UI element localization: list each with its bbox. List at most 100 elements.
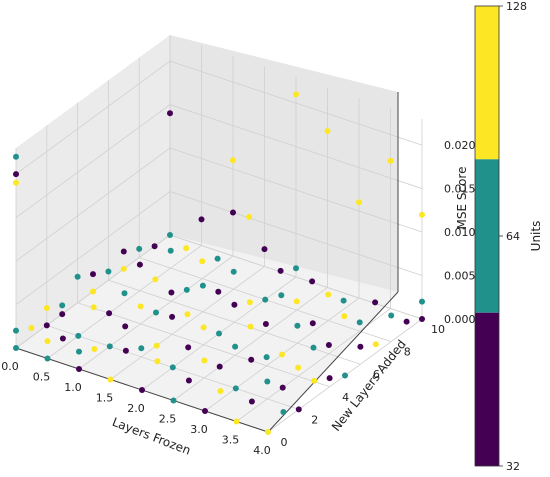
grid-line-x	[173, 287, 328, 401]
data-point	[233, 418, 240, 425]
grid-line-z	[169, 191, 423, 276]
data-point	[279, 384, 286, 391]
z-tick-label: 0.020	[444, 139, 476, 152]
colorbar-segment	[475, 312, 499, 466]
y-tick-label: 10	[431, 323, 445, 336]
colorbar-label: Units	[529, 221, 543, 252]
data-point	[387, 157, 394, 164]
data-point	[357, 343, 364, 350]
data-point	[120, 248, 127, 255]
data-point	[372, 299, 379, 306]
data-point	[75, 332, 82, 339]
grid-line-z	[15, 147, 171, 262]
data-point	[200, 324, 207, 331]
grid-line-z	[15, 60, 171, 175]
grid-line-y	[77, 302, 330, 388]
data-point	[262, 321, 269, 327]
data-points	[13, 91, 425, 435]
z-axis-label: MSE Score	[455, 167, 469, 230]
data-point	[107, 376, 114, 383]
data-point	[167, 247, 174, 254]
colorbar-segment	[475, 6, 499, 160]
grid-line-z	[15, 104, 171, 218]
data-point	[169, 313, 176, 320]
data-point	[44, 338, 51, 345]
data-point	[74, 273, 81, 280]
data-point	[232, 385, 239, 392]
data-point	[277, 267, 284, 274]
data-point	[121, 290, 128, 297]
data-point	[43, 305, 50, 311]
y-tick-labels: 0 2 4 6 8 10	[281, 323, 446, 449]
data-point	[310, 344, 317, 351]
x-tick-label: 4.0	[253, 444, 271, 457]
data-point	[202, 408, 208, 414]
data-point	[265, 429, 271, 435]
data-point	[137, 303, 144, 310]
data-point	[105, 268, 112, 275]
data-point	[44, 355, 51, 362]
data-point	[230, 209, 236, 216]
data-point	[388, 312, 395, 319]
data-point	[136, 245, 143, 252]
grid-line-x	[47, 245, 202, 359]
data-point	[419, 211, 425, 218]
x-tick-label: 1.0	[64, 381, 82, 394]
data-point	[185, 377, 192, 384]
data-point	[106, 310, 113, 317]
data-point	[90, 271, 96, 278]
y-axis-line	[267, 291, 399, 433]
y-tick-label: 2	[311, 413, 318, 426]
data-point	[311, 377, 318, 384]
data-point	[278, 292, 285, 299]
x-axis-label: Layers Frozen	[110, 415, 192, 458]
axis-panes	[16, 35, 398, 432]
colorbar: 32 64 128	[474, 0, 527, 473]
x-tick-label: 2.5	[159, 413, 177, 426]
grid-line-y	[108, 279, 361, 365]
data-point	[90, 304, 97, 311]
data-point	[217, 388, 224, 394]
data-point	[246, 213, 253, 220]
data-point	[151, 243, 158, 250]
data-point	[90, 288, 96, 295]
left-wall-pane	[16, 35, 170, 348]
data-point	[215, 288, 222, 295]
x-tick-label: 3.5	[222, 434, 240, 447]
data-point	[168, 289, 175, 296]
data-point	[136, 261, 143, 268]
grid-line-z	[15, 191, 171, 305]
data-point	[28, 325, 35, 331]
data-point	[183, 245, 190, 252]
data-point	[153, 342, 160, 349]
data-point	[198, 216, 205, 223]
data-point	[325, 291, 332, 298]
x-tick-label: 0.5	[33, 371, 51, 384]
x-tick-label: 2.0	[127, 402, 145, 415]
data-point	[247, 323, 254, 330]
data-point	[295, 364, 302, 371]
colorbar-tick-label: 128	[506, 0, 527, 13]
y-tick-label: 6	[373, 368, 380, 381]
data-point	[91, 346, 98, 352]
data-point	[264, 378, 271, 385]
data-point	[59, 335, 66, 342]
data-point	[325, 342, 332, 348]
data-point	[120, 265, 127, 272]
data-point	[246, 299, 253, 306]
colorbar-segment	[475, 159, 499, 313]
data-point	[230, 157, 236, 164]
data-point	[340, 297, 347, 304]
data-point	[216, 330, 222, 337]
z-tick-labels: 0.000 0.005 0.010 0.015 0.020	[444, 139, 476, 326]
data-point	[262, 296, 269, 303]
x-tick-label: 3.0	[190, 423, 208, 436]
data-point	[170, 397, 177, 404]
data-point	[216, 363, 223, 370]
grid-line-z	[169, 104, 423, 189]
data-point	[309, 320, 316, 327]
data-point	[232, 343, 239, 350]
data-point	[13, 153, 19, 160]
data-point	[419, 316, 425, 322]
data-point	[122, 323, 129, 330]
